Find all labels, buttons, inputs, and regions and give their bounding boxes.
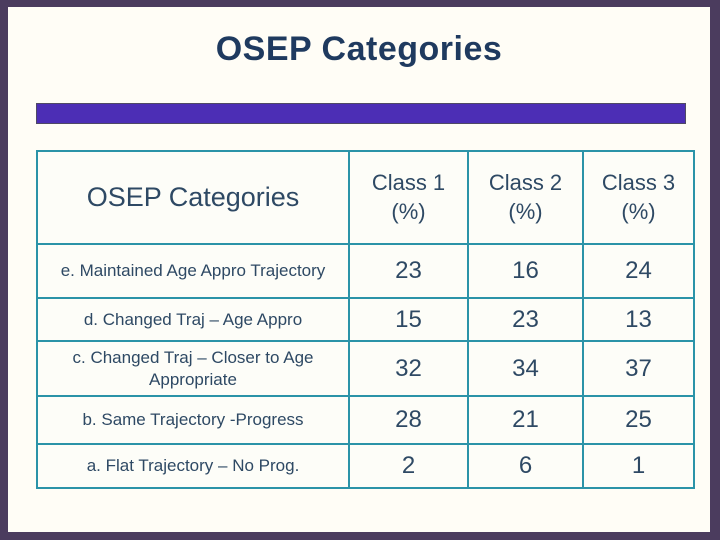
value-cell: 21 xyxy=(467,395,584,445)
class-3-name: Class 3 xyxy=(601,169,676,195)
accent-bar xyxy=(36,103,686,124)
value-cell: 23 xyxy=(467,297,584,342)
value-cell: 16 xyxy=(467,243,584,299)
table-row: b. Same Trajectory -Progress 28 21 25 xyxy=(36,395,695,445)
value-cell: 15 xyxy=(348,297,469,342)
slide-title: OSEP Categories xyxy=(215,30,503,68)
row-label-cell: a. Flat Trajectory – No Prog. xyxy=(36,443,350,489)
value-cell: 6 xyxy=(467,443,584,489)
row-label-cell: d. Changed Traj – Age Appro xyxy=(36,297,350,342)
class-3-unit: (%) xyxy=(621,198,656,224)
class-1-unit: (%) xyxy=(391,198,426,224)
table-row: e. Maintained Age Appro Trajectory 23 16… xyxy=(36,243,695,299)
value-cell: 34 xyxy=(467,340,584,397)
table-header-class-3: Class 3 (%) xyxy=(582,150,695,245)
osep-categories-table: OSEP Categories Class 1 (%) Class 2 (%) … xyxy=(36,150,695,489)
value-cell: 23 xyxy=(348,243,469,299)
row-label-cell: e. Maintained Age Appro Trajectory xyxy=(36,243,350,299)
row-label-cell: b. Same Trajectory -Progress xyxy=(36,395,350,445)
value-cell: 24 xyxy=(582,243,695,299)
value-cell: 28 xyxy=(348,395,469,445)
table-header-osep-categories: OSEP Categories xyxy=(36,150,350,245)
class-2-name: Class 2 xyxy=(488,169,563,195)
value-cell: 25 xyxy=(582,395,695,445)
value-cell: 32 xyxy=(348,340,469,397)
table-row: d. Changed Traj – Age Appro 15 23 13 xyxy=(36,297,695,342)
row-label-cell: c. Changed Traj – Closer to Age Appropri… xyxy=(36,340,350,397)
value-cell: 1 xyxy=(582,443,695,489)
value-cell: 37 xyxy=(582,340,695,397)
table-row: a. Flat Trajectory – No Prog. 2 6 1 xyxy=(36,443,695,489)
value-cell: 2 xyxy=(348,443,469,489)
class-2-unit: (%) xyxy=(508,198,543,224)
value-cell: 13 xyxy=(582,297,695,342)
table-header-class-2: Class 2 (%) xyxy=(467,150,584,245)
table-row: c. Changed Traj – Closer to Age Appropri… xyxy=(36,340,695,397)
table-header-class-1: Class 1 (%) xyxy=(348,150,469,245)
class-1-name: Class 1 xyxy=(371,169,446,195)
table-header-row: OSEP Categories Class 1 (%) Class 2 (%) … xyxy=(36,150,695,245)
